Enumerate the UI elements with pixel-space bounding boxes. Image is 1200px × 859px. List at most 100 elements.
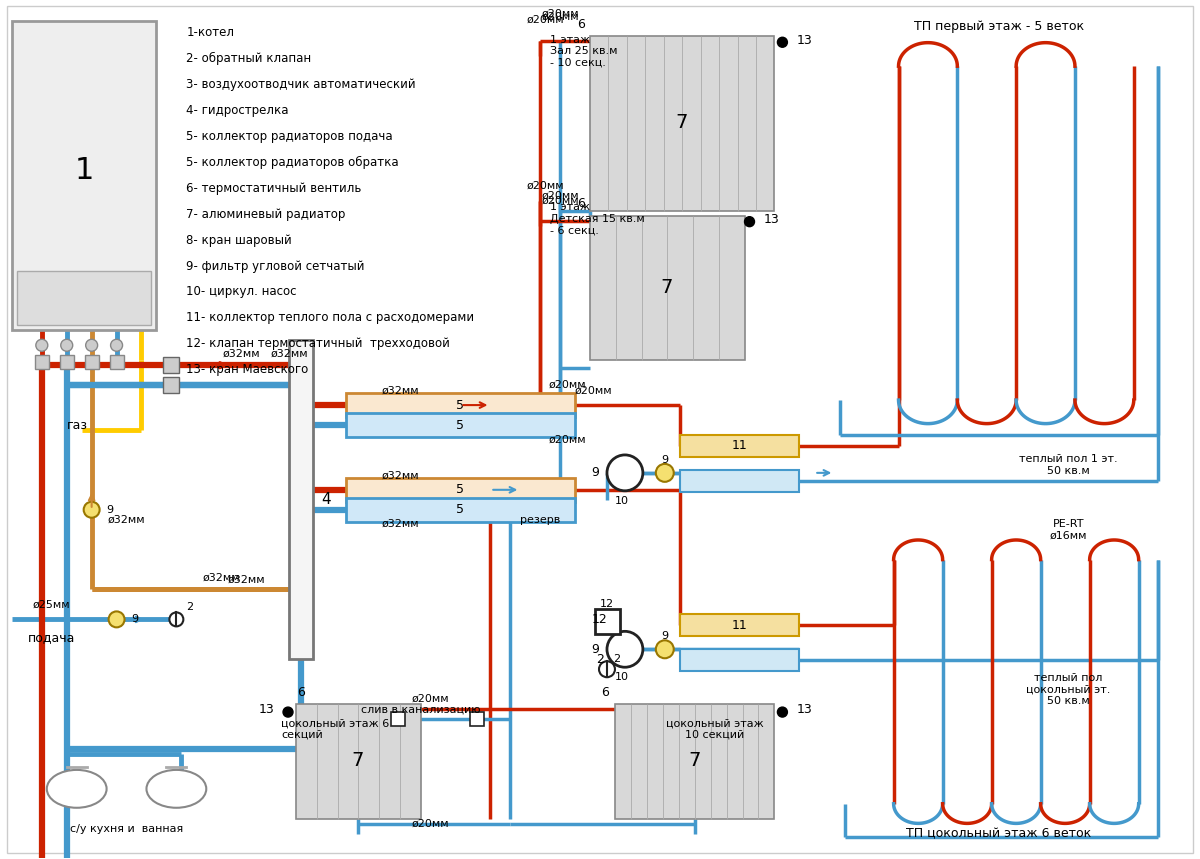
Bar — [470, 712, 485, 726]
Text: 7: 7 — [689, 752, 701, 771]
Text: резерв: резерв — [520, 515, 560, 525]
Text: 1 этаж
Зал 25 кв.м
- 10 секц.: 1 этаж Зал 25 кв.м - 10 секц. — [550, 34, 618, 68]
Circle shape — [169, 612, 184, 626]
Text: 9- фильтр угловой сетчатый: 9- фильтр угловой сетчатый — [186, 259, 365, 272]
Text: 12: 12 — [592, 612, 608, 626]
Text: 7: 7 — [660, 278, 673, 297]
Bar — [346, 393, 575, 417]
Circle shape — [283, 707, 293, 717]
Text: ø32мм: ø32мм — [203, 572, 240, 582]
Circle shape — [108, 612, 125, 627]
Text: 9: 9 — [107, 505, 114, 515]
Text: 2: 2 — [613, 655, 620, 664]
Bar — [346, 497, 575, 521]
Circle shape — [607, 455, 643, 490]
Text: 6- термостатичный вентиль: 6- термостатичный вентиль — [186, 182, 361, 195]
Bar — [163, 377, 179, 393]
Bar — [289, 340, 313, 659]
Text: ø32мм: ø32мм — [382, 471, 420, 481]
Bar — [85, 356, 98, 369]
Text: газ: газ — [67, 418, 88, 431]
Text: подача: подача — [28, 631, 76, 644]
Text: 13: 13 — [258, 703, 274, 716]
Text: 13: 13 — [797, 34, 812, 46]
Text: ø20мм: ø20мм — [412, 694, 449, 704]
Text: ø32мм: ø32мм — [227, 575, 265, 584]
Text: ø20мм: ø20мм — [541, 191, 578, 201]
Text: 10- циркул. насос: 10- циркул. насос — [186, 285, 296, 298]
Bar — [679, 649, 799, 671]
Bar — [346, 413, 575, 437]
Circle shape — [744, 216, 755, 227]
Bar — [614, 704, 774, 819]
Text: ø20мм: ø20мм — [527, 15, 564, 24]
Bar — [17, 271, 151, 326]
Text: ø20мм: ø20мм — [541, 196, 578, 206]
Text: 11: 11 — [732, 618, 748, 632]
Circle shape — [599, 661, 614, 677]
Circle shape — [36, 339, 48, 351]
Text: 11: 11 — [732, 440, 748, 453]
Bar — [391, 712, 404, 726]
Text: 5: 5 — [456, 484, 464, 497]
Text: ø32мм: ø32мм — [271, 348, 308, 358]
Text: 11- коллектор теплого пола с расходомерами: 11- коллектор теплого пола с расходомера… — [186, 311, 474, 325]
Circle shape — [778, 37, 787, 47]
Text: 4- гидрострелка: 4- гидрострелка — [186, 104, 289, 117]
Text: 13- кран Маевского: 13- кран Маевского — [186, 363, 308, 376]
Bar — [109, 356, 124, 369]
Bar — [679, 470, 799, 492]
Bar — [679, 614, 799, 637]
Bar — [590, 216, 744, 360]
Text: ø20мм: ø20мм — [575, 387, 613, 396]
Bar — [12, 21, 156, 331]
Ellipse shape — [47, 770, 107, 807]
Text: 9: 9 — [592, 466, 599, 479]
Text: 13: 13 — [797, 703, 812, 716]
Text: 5- коллектор радиаторов обратка: 5- коллектор радиаторов обратка — [186, 155, 398, 169]
Circle shape — [110, 339, 122, 351]
Text: 10: 10 — [614, 673, 629, 682]
Text: 6: 6 — [298, 685, 305, 698]
Text: ø32мм: ø32мм — [108, 515, 145, 525]
Text: 2: 2 — [186, 602, 193, 612]
Circle shape — [656, 640, 673, 658]
Text: 8- кран шаровый: 8- кран шаровый — [186, 234, 292, 247]
Text: слив в канализацию: слив в канализацию — [361, 704, 480, 714]
Text: 7- алюминевый радиатор: 7- алюминевый радиатор — [186, 208, 346, 221]
Text: 1: 1 — [74, 156, 95, 186]
Text: 5: 5 — [456, 503, 464, 516]
Text: 7: 7 — [676, 113, 688, 132]
Text: ТП первый этаж - 5 веток: ТП первый этаж - 5 веток — [913, 20, 1084, 33]
Text: 1 этаж
Детская 15 кв.м
- 6 секц.: 1 этаж Детская 15 кв.м - 6 секц. — [550, 202, 644, 235]
Text: ø20мм: ø20мм — [412, 819, 449, 829]
Text: 13: 13 — [763, 213, 779, 226]
Text: цокольный этаж 6
секций: цокольный этаж 6 секций — [281, 718, 389, 740]
Bar — [590, 36, 774, 210]
Bar — [346, 478, 575, 502]
Text: 1-котел: 1-котел — [186, 27, 234, 40]
Text: ø20мм: ø20мм — [527, 180, 564, 191]
Text: цокольный этаж
10 секций: цокольный этаж 10 секций — [666, 718, 763, 740]
Text: 5: 5 — [456, 418, 464, 431]
Circle shape — [778, 707, 787, 717]
Circle shape — [85, 339, 97, 351]
Text: ø25мм: ø25мм — [32, 600, 71, 609]
Bar — [60, 356, 73, 369]
Text: 6: 6 — [601, 685, 608, 698]
Text: 5- коллектор радиаторов подача: 5- коллектор радиаторов подача — [186, 130, 392, 143]
Bar — [595, 609, 620, 634]
Text: 3- воздухоотводчик автоматический: 3- воздухоотводчик автоматический — [186, 78, 416, 91]
Text: 9: 9 — [661, 455, 668, 465]
Text: 12: 12 — [600, 600, 614, 609]
Text: 6: 6 — [577, 18, 586, 31]
Circle shape — [607, 631, 643, 667]
Text: ø32мм: ø32мм — [382, 519, 420, 528]
Text: ø20мм: ø20мм — [548, 435, 586, 445]
Ellipse shape — [146, 770, 206, 807]
Text: 2: 2 — [596, 653, 604, 666]
Text: 4: 4 — [320, 492, 330, 508]
Circle shape — [84, 502, 100, 518]
Text: ø20мм: ø20мм — [541, 11, 578, 21]
Bar — [296, 704, 420, 819]
